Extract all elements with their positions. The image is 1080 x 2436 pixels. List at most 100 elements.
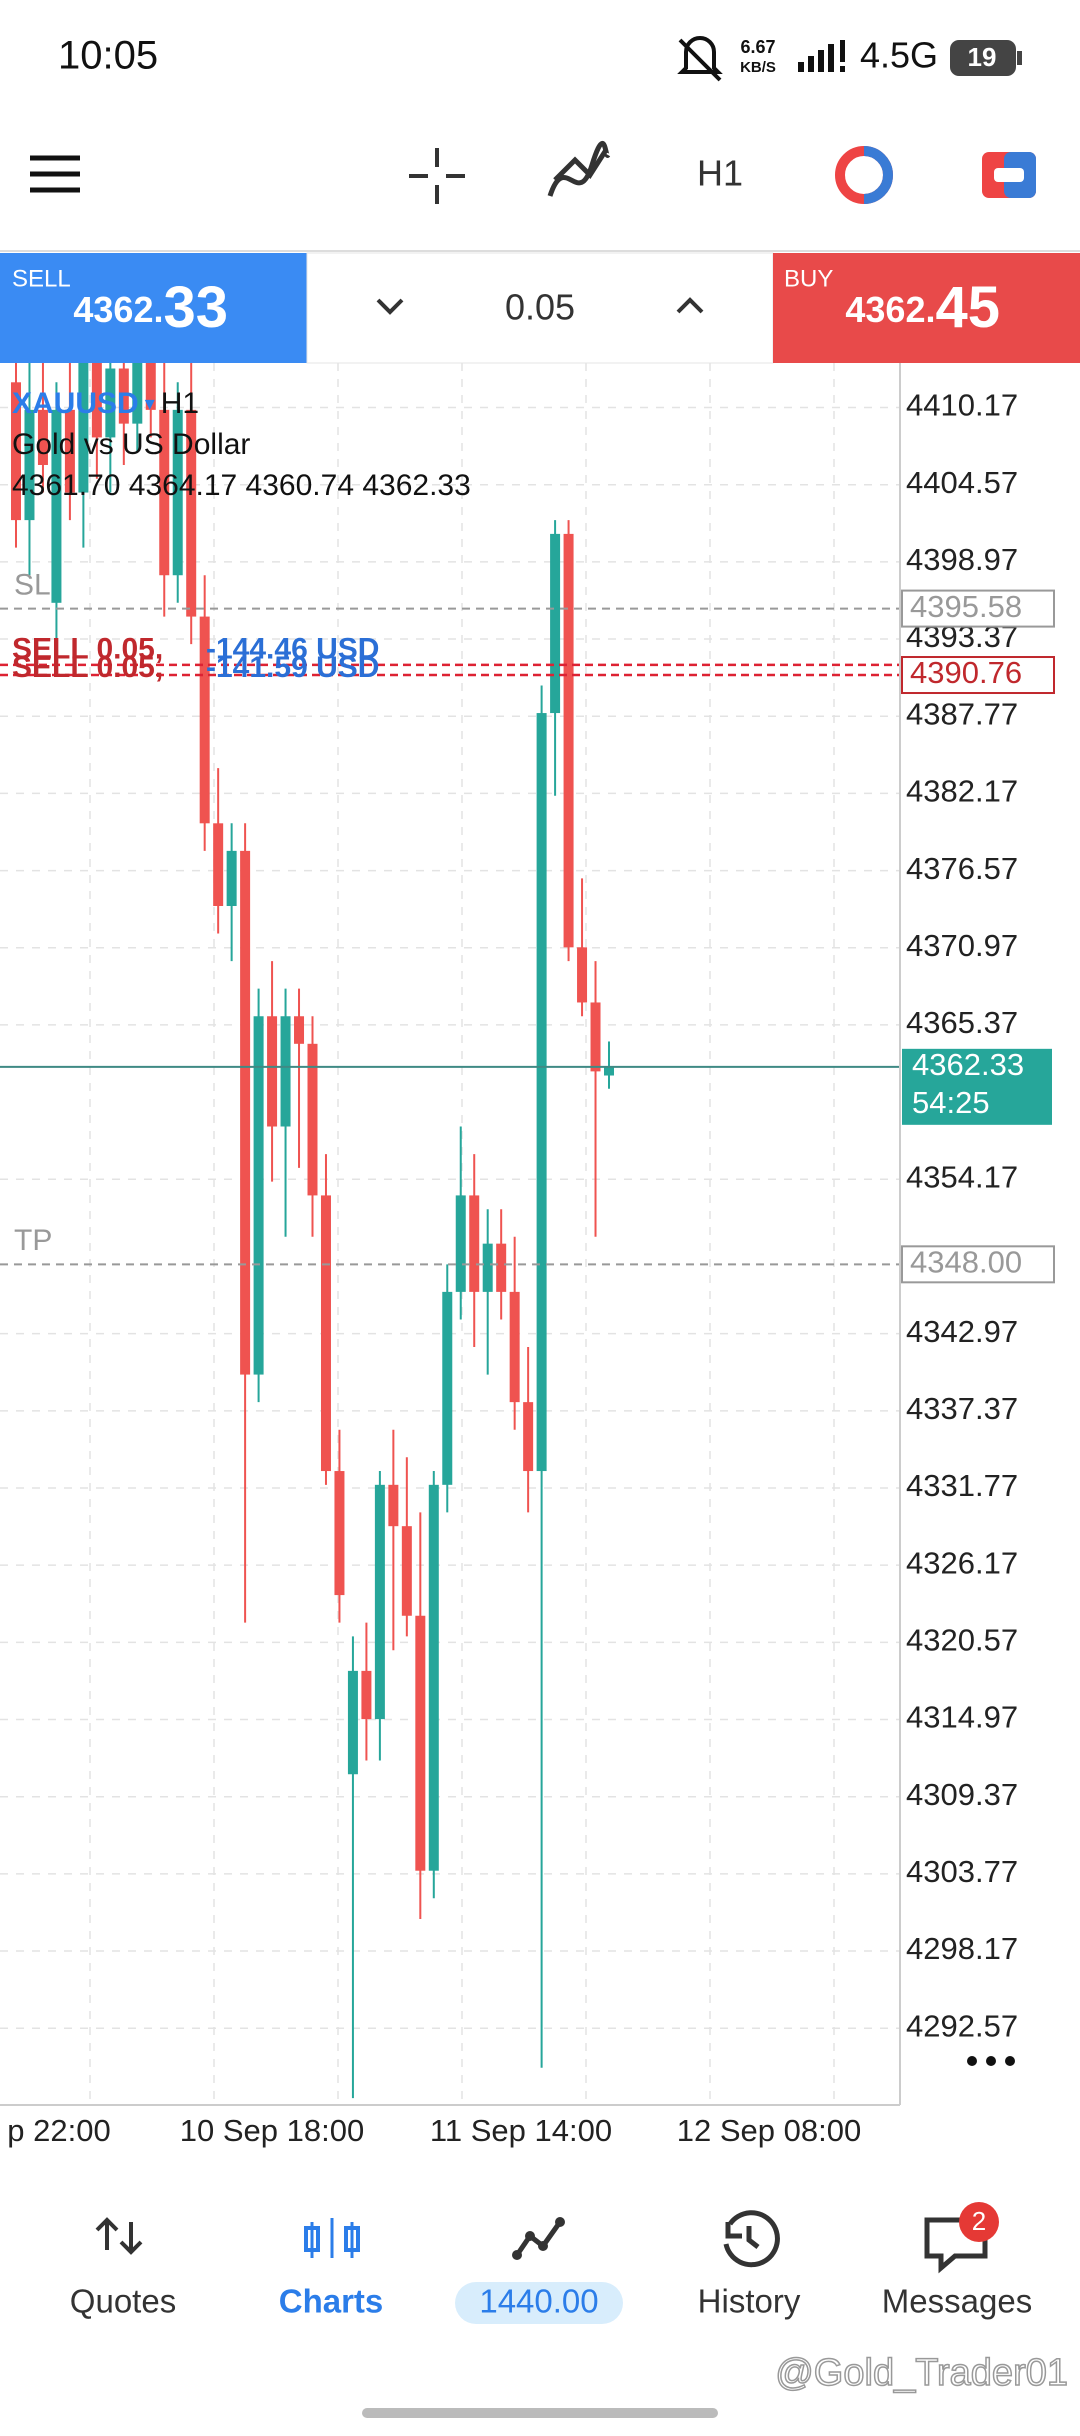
candle-body [388, 1484, 399, 1527]
candle-body [536, 713, 547, 1472]
badge [959, 2202, 999, 2242]
sl-price: 4395.58 [910, 589, 1022, 624]
buy-button[interactable] [773, 253, 1080, 363]
y-tick-label: 4303.77 [906, 1854, 1018, 1889]
lot-size[interactable]: 0.05 [505, 287, 575, 328]
candle-body [428, 1484, 439, 1871]
nav-label: Quotes [70, 2283, 176, 2320]
timeframe: H1 [161, 387, 199, 420]
clock: 10:05 [58, 34, 158, 78]
balance-pill [455, 2282, 623, 2324]
candle-body [159, 409, 170, 576]
net-speed: 6.67 [740, 37, 775, 57]
sell-price-prefix: 4362. [73, 289, 163, 330]
candle-body [307, 1043, 318, 1196]
nav-item[interactable]: History [698, 2210, 801, 2320]
icon [304, 2226, 320, 2252]
nav-label: 1440.00 [479, 2283, 598, 2320]
icon [525, 2231, 535, 2241]
sl-box [901, 589, 1055, 628]
plot-area [11, 363, 614, 2099]
candle-timer: 54:25 [912, 1085, 990, 1120]
sell-price: 4362.33 [73, 275, 228, 340]
sell-label: SELL [12, 265, 71, 292]
symbol: XAUUSD [12, 387, 139, 420]
y-tick-label: 4398.97 [906, 542, 1018, 577]
x-tick-label: 10 Sep 18:00 [180, 2113, 364, 2148]
candle-body [496, 1243, 507, 1292]
y-tick-label: 4309.37 [906, 1777, 1018, 1812]
candle-body [24, 409, 35, 521]
candle-body [550, 533, 561, 714]
candle-body [91, 363, 102, 438]
candle-body [604, 1066, 614, 1076]
candle-body [253, 1016, 264, 1375]
y-tick-label: 4320.57 [906, 1623, 1018, 1658]
trade-history-button[interactable] [835, 146, 893, 204]
candle-body [469, 1195, 480, 1292]
candle-body [482, 1243, 493, 1292]
candle-body [118, 368, 129, 424]
candle-body [523, 1402, 534, 1472]
candle-body [240, 850, 251, 1375]
candle-body [320, 1195, 331, 1472]
position-price: 4390.76 [910, 655, 1022, 690]
nav-item[interactable]: Messages 2 [882, 2202, 1032, 2320]
symbol-caret: ▾ [145, 393, 155, 415]
lot-decrease[interactable] [376, 298, 404, 315]
position-profit: -144.46 USD [206, 633, 379, 666]
badge-count: 2 [972, 2206, 986, 2236]
y-tick-label: 4292.57 [906, 2008, 1018, 2043]
candle-body [145, 363, 156, 410]
watermark: @Gold_Trader01 [775, 2352, 1068, 2394]
candle-body [442, 1291, 453, 1485]
icon [95, 2217, 143, 2255]
buy-price: 4362.45 [845, 275, 1000, 340]
timeframe-button[interactable]: H1 [697, 153, 743, 194]
candle-body [280, 1016, 291, 1127]
signal-icon [798, 40, 845, 72]
tp-box [901, 1245, 1055, 1284]
buy-price-suffix: 45 [935, 275, 1000, 340]
battery-tip [1017, 51, 1022, 65]
nav-item[interactable]: Charts [279, 2218, 384, 2320]
battery-level: 19 [968, 42, 997, 72]
one-click-button[interactable] [982, 152, 1036, 198]
nav-item[interactable]: 1440.00 [455, 2217, 623, 2324]
buy-label: BUY [784, 265, 833, 292]
bell-off-icon [677, 36, 723, 82]
candle-body [590, 1002, 601, 1072]
candle-body [401, 1526, 412, 1616]
lot-increase[interactable] [676, 297, 704, 314]
nav-item[interactable]: Quotes [70, 2217, 176, 2320]
current-price-box [902, 1048, 1052, 1125]
more-button[interactable] [967, 2056, 1015, 2066]
candle-body [132, 363, 143, 424]
candle-body [374, 1484, 385, 1720]
sell-price-suffix: 33 [163, 275, 228, 340]
candle-body [563, 533, 574, 948]
candle-body [226, 850, 237, 906]
bottom-nav: Quotes Charts 1440.00 History Messages 2 [70, 2202, 1032, 2324]
nav-label: Charts [279, 2283, 384, 2320]
position-side: SELL 0.05, [12, 633, 163, 666]
y-tick-label: 4326.17 [906, 1545, 1018, 1580]
sell-button[interactable] [0, 253, 307, 363]
ohlc: 4361.70 4364.17 4360.74 4362.33 [12, 469, 471, 502]
icon [344, 2226, 360, 2252]
crosshair-button[interactable] [409, 148, 465, 204]
candle-body [361, 1670, 372, 1720]
menu-button[interactable] [30, 155, 80, 193]
candle-body [78, 363, 89, 493]
nav-label: History [698, 2283, 801, 2320]
candle-body [415, 1615, 426, 1871]
icon [723, 2210, 780, 2268]
sl-label: SL [14, 569, 51, 602]
candle-body [51, 409, 62, 603]
icon [514, 2220, 563, 2257]
chart: 4410.174404.574398.974393.374387.774382.… [0, 363, 1055, 2148]
indicators-button[interactable] [547, 140, 611, 197]
y-tick-label: 4382.17 [906, 774, 1018, 809]
